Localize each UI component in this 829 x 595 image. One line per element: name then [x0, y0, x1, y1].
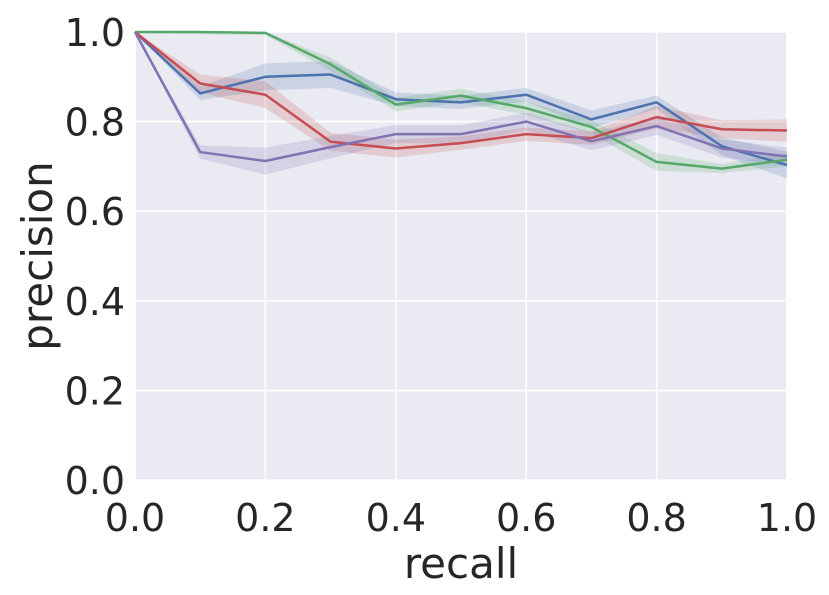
- confidence-bands: [135, 32, 787, 179]
- series-1-band: [135, 32, 787, 179]
- x-tick-label: 0.4: [366, 496, 426, 540]
- x-tick-label: 0.0: [105, 496, 165, 540]
- series-4-line: [133, 31, 788, 163]
- series-4-band: [135, 32, 787, 175]
- y-tick-label: 0.0: [65, 459, 125, 503]
- series-2-line: [135, 30, 788, 170]
- x-tick-label: 0.6: [496, 496, 556, 540]
- x-tick-labels: 0.0 0.2 0.4 0.6 0.8 1.0: [105, 496, 817, 540]
- series-3-band: [135, 32, 787, 158]
- y-tick-label: 0.2: [65, 369, 125, 413]
- plot-area: [135, 32, 787, 480]
- series-3-line: [134, 31, 788, 150]
- series-2-band: [135, 32, 787, 174]
- series-lines: [133, 30, 788, 170]
- y-tick-label: 0.6: [65, 190, 125, 234]
- y-tick-label: 0.4: [65, 280, 125, 324]
- x-tick-label: 1.0: [757, 496, 817, 540]
- y-tick-label: 1.0: [65, 11, 125, 55]
- x-axis-label: recall: [404, 539, 518, 588]
- x-tick-label: 0.8: [626, 496, 686, 540]
- x-tick-label: 0.2: [235, 496, 295, 540]
- y-tick-label: 0.8: [65, 101, 125, 145]
- y-axis-label: precision: [13, 161, 62, 350]
- y-tick-labels: 0.0 0.2 0.4 0.6 0.8 1.0: [65, 11, 125, 503]
- series-1-line: [134, 31, 788, 167]
